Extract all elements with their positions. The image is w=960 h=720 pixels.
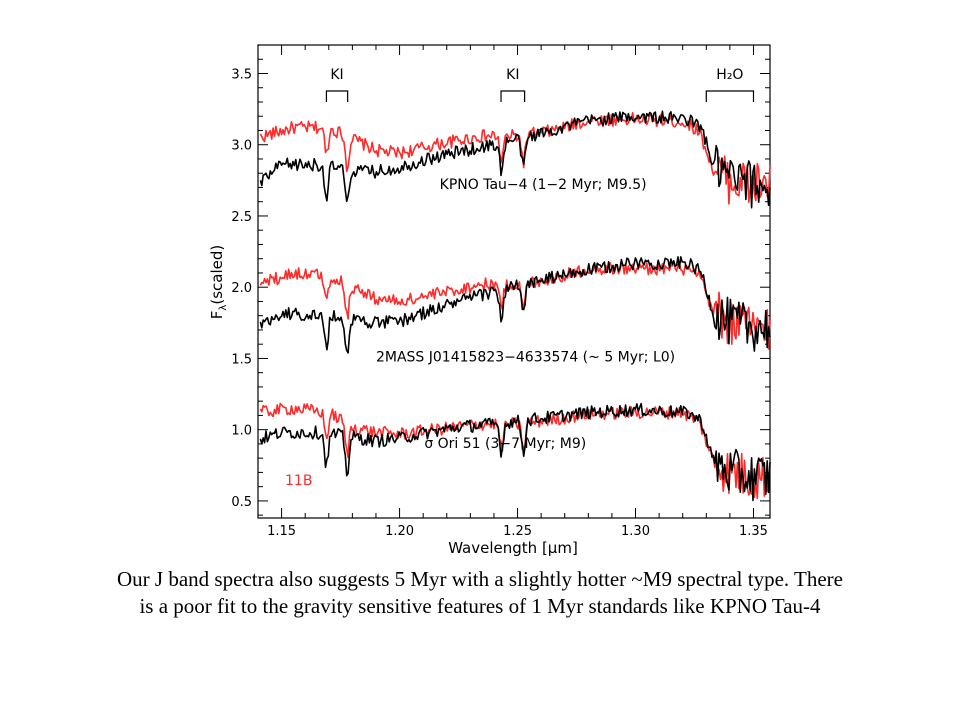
- caption-line-1: Our J band spectra also suggests 5 Myr w…: [117, 567, 843, 591]
- annotations: KPNO Tau−4 (1−2 Myr; M9.5) 2MASS J0141582…: [376, 177, 675, 452]
- feature-label: KI: [330, 67, 343, 83]
- spectra-series: [259, 110, 771, 502]
- x-tick-label: 1.30: [621, 524, 650, 539]
- spectrum-line-0: [259, 112, 771, 205]
- caption: Our J band spectra also suggests 5 Myr w…: [0, 566, 960, 620]
- feature-bracket: [325, 90, 349, 102]
- caption-line-2: is a poor fit to the gravity sensitive f…: [139, 594, 821, 618]
- svg-text:Fλ(scaled): Fλ(scaled): [208, 245, 229, 319]
- spectrum-line-1: [259, 110, 771, 209]
- y-tick-label: 3.0: [231, 139, 252, 154]
- spectrum-line-2: [259, 262, 771, 350]
- y-axis-label-rest: (scaled): [208, 245, 226, 305]
- y-tick-label: 2.5: [231, 210, 252, 225]
- x-tick-label: 1.35: [739, 524, 768, 539]
- feature-markers: KI KI H₂O: [325, 67, 755, 102]
- spectrum-line-3: [259, 256, 771, 354]
- x-tick-label: 1.15: [267, 524, 296, 539]
- y-axis-label-sub: λ: [218, 305, 229, 311]
- y-tick-label: 1.0: [231, 424, 252, 439]
- spectrum-annotation: KPNO Tau−4 (1−2 Myr; M9.5): [440, 177, 647, 193]
- spectrum-line-4: [259, 402, 771, 500]
- x-tick-label: 1.20: [385, 524, 414, 539]
- y-tick-label: 2.0: [231, 281, 252, 296]
- y-axis-label-main: F: [208, 311, 226, 320]
- plot-axes: 1.15 1.20 1.25 1.30 1.35 0.5 1.0 1.5 2.0 2.5 3.0 3.…: [231, 44, 771, 539]
- plot-frame: [257, 44, 771, 519]
- y-tick-label: 1.5: [231, 352, 252, 367]
- feature-label: H₂O: [716, 67, 743, 83]
- spectrum-annotation: σ Ori 51 (3−7 Myr; M9): [424, 436, 586, 452]
- x-tick-label: 1.25: [503, 524, 532, 539]
- panel-label: 11B: [285, 473, 312, 489]
- feature-label: KI: [506, 67, 519, 83]
- spectrum-line-5: [259, 402, 771, 502]
- y-axis-label: Fλ(scaled): [208, 245, 229, 319]
- spectra-chart: 1.15 1.20 1.25 1.30 1.35 0.5 1.0 1.5 2.0 2.5 3.0 3.…: [208, 44, 771, 557]
- x-axis-label: Wavelength [μm]: [448, 539, 578, 557]
- feature-bracket: [500, 90, 526, 102]
- y-tick-label: 3.5: [231, 67, 252, 82]
- spectrum-annotation: 2MASS J01415823−4633574 (~ 5 Myr; L0): [376, 349, 675, 365]
- y-tick-label: 0.5: [231, 495, 252, 510]
- feature-bracket: [705, 90, 755, 102]
